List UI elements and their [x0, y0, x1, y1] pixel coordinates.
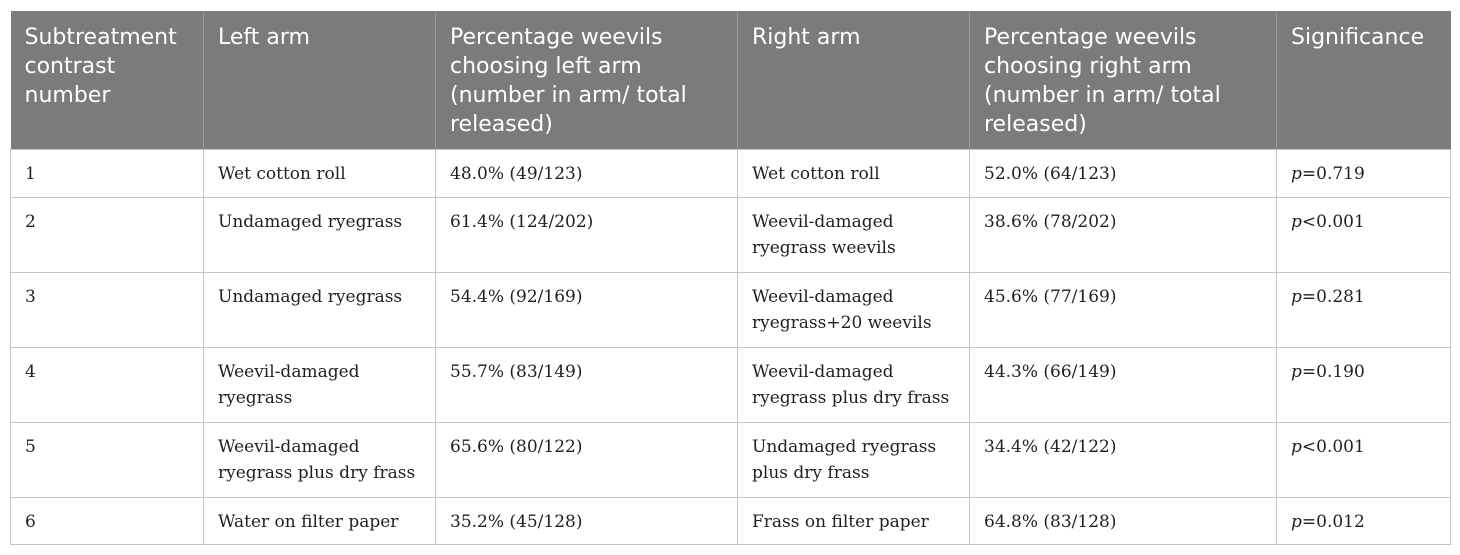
header-left-percentage: Percentage weevils choosing left arm (nu… [435, 11, 738, 150]
significance: p<0.001 [1276, 422, 1451, 498]
p-symbol: p [1291, 287, 1302, 307]
table-row: 6 Water on filter paper 35.2% (45/128) F… [10, 497, 1451, 545]
header-left-arm: Left arm [203, 11, 436, 150]
left-arm: Undamaged ryegrass [203, 272, 436, 348]
right-percentage: 34.4% (42/122) [969, 422, 1277, 498]
contrast-number: 2 [10, 197, 204, 273]
table-row: 1 Wet cotton roll 48.0% (49/123) Wet cot… [10, 149, 1451, 198]
contrast-number: 3 [10, 272, 204, 348]
right-percentage: 64.8% (83/128) [969, 497, 1277, 545]
right-arm: Weevil-damaged ryegrass+20 weevils [737, 272, 970, 348]
right-percentage: 38.6% (78/202) [969, 197, 1277, 273]
right-arm: Frass on filter paper [737, 497, 970, 545]
right-percentage: 52.0% (64/123) [969, 149, 1277, 198]
left-arm: Water on filter paper [203, 497, 436, 545]
p-value: =0.281 [1301, 287, 1365, 307]
left-percentage: 35.2% (45/128) [435, 497, 738, 545]
left-percentage: 61.4% (124/202) [435, 197, 738, 273]
right-percentage: 44.3% (66/149) [969, 347, 1277, 423]
left-arm: Weevil-damaged ryegrass plus dry frass [203, 422, 436, 498]
right-arm: Weevil-damaged ryegrass plus dry frass [737, 347, 970, 423]
header-significance: Significance [1276, 11, 1451, 150]
left-percentage: 48.0% (49/123) [435, 149, 738, 198]
p-value: <0.001 [1301, 212, 1365, 232]
contrast-number: 4 [10, 347, 204, 423]
header-right-arm: Right arm [737, 11, 970, 150]
header-right-percentage: Percentage weevils choosing right arm (n… [969, 11, 1277, 150]
p-value: =0.012 [1301, 512, 1365, 532]
right-percentage: 45.6% (77/169) [969, 272, 1277, 348]
p-value: =0.719 [1301, 164, 1365, 184]
contrast-number: 1 [10, 149, 204, 198]
left-percentage: 54.4% (92/169) [435, 272, 738, 348]
significance: p=0.190 [1276, 347, 1451, 423]
p-symbol: p [1291, 512, 1302, 532]
table-row: 5 Weevil-damaged ryegrass plus dry frass… [10, 422, 1451, 498]
p-symbol: p [1291, 362, 1302, 382]
left-arm: Wet cotton roll [203, 149, 436, 198]
p-symbol: p [1291, 437, 1302, 457]
significance: p=0.719 [1276, 149, 1451, 198]
contrast-number: 5 [10, 422, 204, 498]
left-percentage: 55.7% (83/149) [435, 347, 738, 423]
significance: p<0.001 [1276, 197, 1451, 273]
right-arm: Weevil-damaged ryegrass weevils [737, 197, 970, 273]
right-arm: Wet cotton roll [737, 149, 970, 198]
contrast-number: 6 [10, 497, 204, 545]
p-symbol: p [1291, 164, 1302, 184]
significance: p=0.281 [1276, 272, 1451, 348]
left-arm: Undamaged ryegrass [203, 197, 436, 273]
significance: p=0.012 [1276, 497, 1451, 545]
header-contrast-number: Subtreatment contrast number [10, 11, 204, 150]
table-row: 4 Weevil-damaged ryegrass 55.7% (83/149)… [10, 347, 1451, 423]
results-table: Subtreatment contrast number Left arm Pe… [10, 11, 1451, 545]
p-value: =0.190 [1301, 362, 1365, 382]
left-percentage: 65.6% (80/122) [435, 422, 738, 498]
left-arm: Weevil-damaged ryegrass [203, 347, 436, 423]
table-row: 3 Undamaged ryegrass 54.4% (92/169) Weev… [10, 272, 1451, 348]
table-row: 2 Undamaged ryegrass 61.4% (124/202) Wee… [10, 197, 1451, 273]
p-symbol: p [1291, 212, 1302, 232]
header-row: Subtreatment contrast number Left arm Pe… [10, 11, 1451, 150]
right-arm: Undamaged ryegrass plus dry frass [737, 422, 970, 498]
p-value: <0.001 [1301, 437, 1365, 457]
